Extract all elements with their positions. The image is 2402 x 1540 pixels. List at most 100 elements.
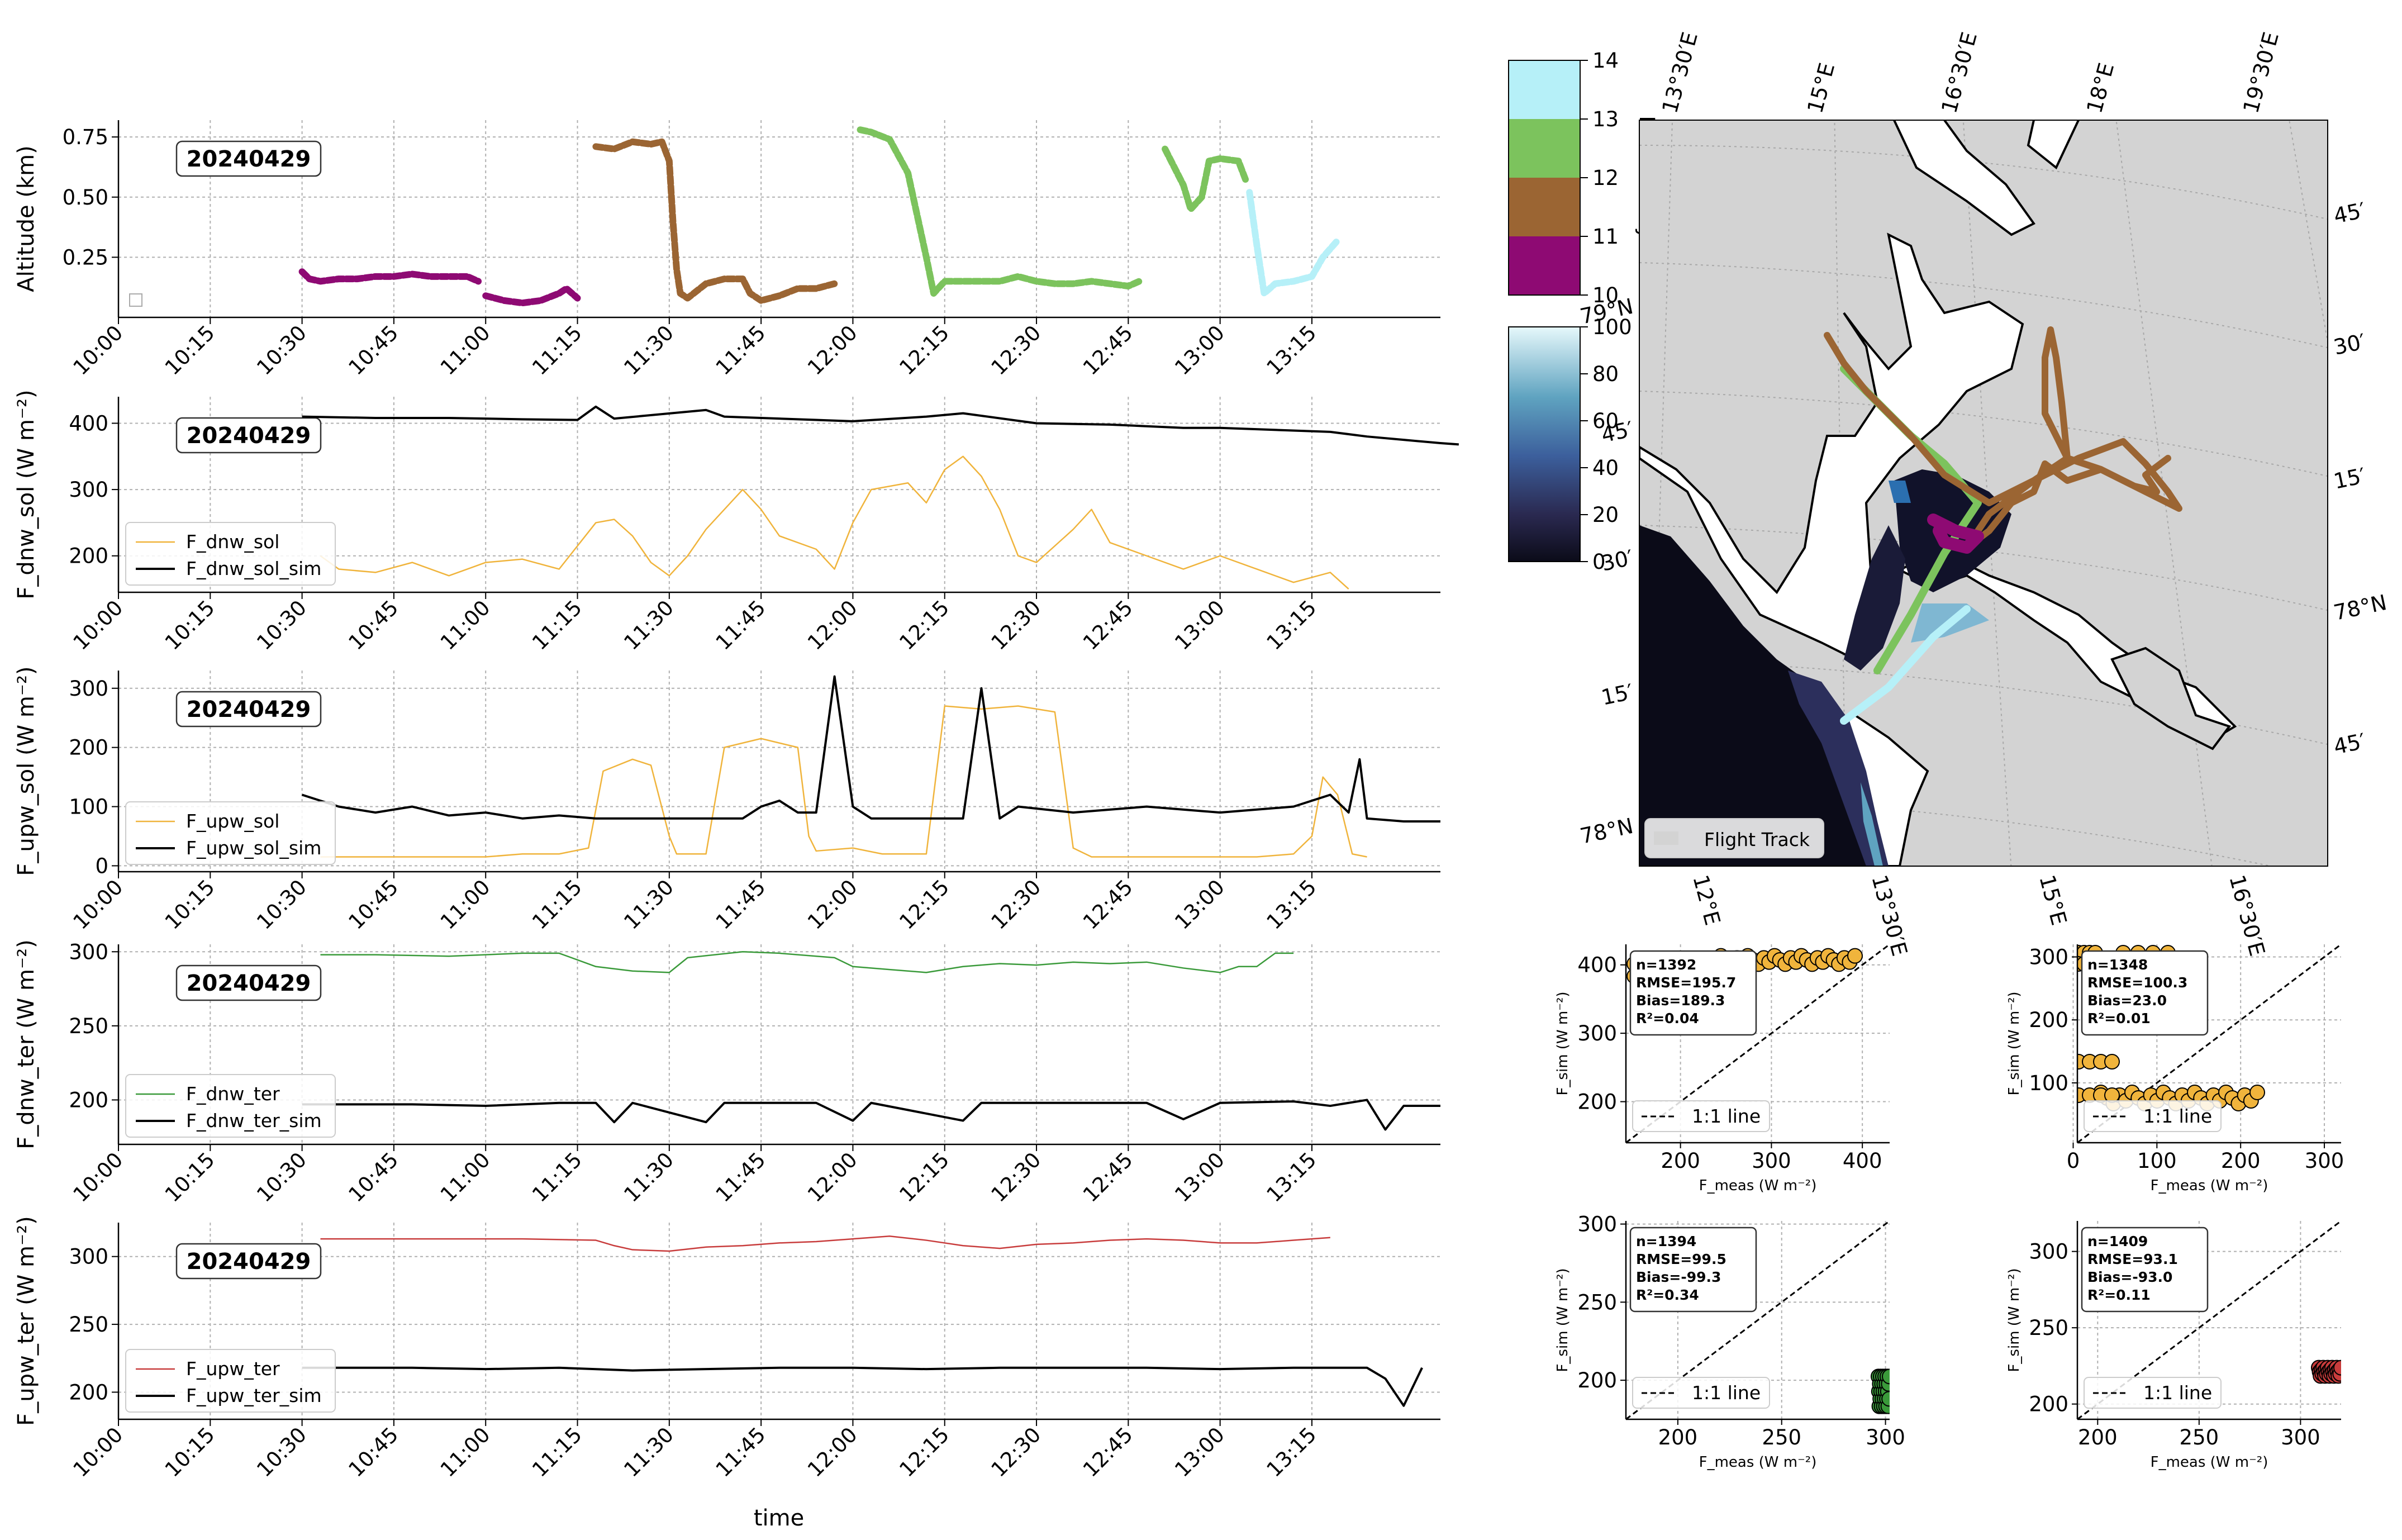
y-tick-label: 300 xyxy=(69,940,108,964)
x-tick-label: 12:30 xyxy=(987,1423,1046,1482)
scatter-points xyxy=(2311,1360,2341,1384)
ice-cb-tick-label: 80 xyxy=(1592,362,1619,386)
x-tick-label: 12:45 xyxy=(1078,1148,1138,1207)
x-tick-label: 11:00 xyxy=(436,875,495,934)
altitude-segment xyxy=(592,138,838,304)
x-tick-label: 10:15 xyxy=(160,1423,220,1482)
x-tick-label: 10:15 xyxy=(160,321,220,380)
x-tick-label: 12:15 xyxy=(895,596,954,655)
y-axis-label: F_upw_sol (W m⁻²) xyxy=(13,666,39,876)
x-tick-label: 10:30 xyxy=(252,596,311,655)
legend: F_dnw_ter F_dnw_ter_sim xyxy=(125,1074,336,1138)
map-bottom-label: 15°E xyxy=(2034,872,2071,928)
x-tick-label: 13:15 xyxy=(1262,875,1321,934)
x-tick-label: 0 xyxy=(2067,1149,2080,1173)
legend: F_dnw_sol F_dnw_sol_sim xyxy=(125,522,336,586)
x-tick-label: 10:00 xyxy=(69,596,128,655)
one-to-one-label: 1:1 line xyxy=(2143,1382,2212,1404)
hour-10-swatch xyxy=(1509,236,1580,295)
y-tick-label: 300 xyxy=(2029,1240,2068,1264)
x-tick-label: 10:30 xyxy=(252,1148,311,1207)
x-tick-label: 13:15 xyxy=(1262,596,1321,655)
x-tick-label: 11:45 xyxy=(711,875,770,934)
y-tick-label: 200 xyxy=(1577,1090,1617,1114)
date-badge: 20240429 xyxy=(175,691,322,728)
scatter-point xyxy=(2249,1085,2265,1100)
x-tick-label: 10:30 xyxy=(252,875,311,934)
y-tick-label: 200 xyxy=(2029,1392,2068,1417)
stats-line: n=1392 xyxy=(1636,957,1696,973)
x-tick-label: 12:45 xyxy=(1078,875,1138,934)
map-right-label: 45′ xyxy=(2332,729,2368,759)
y-tick-label: 250 xyxy=(2029,1316,2068,1340)
stats-line: Bias=189.3 xyxy=(1636,992,1725,1009)
scatter-dnw-ter: 200 250 300 200 250 300 n=1394 RMSE=99.5 Bias=-9… xyxy=(1554,1213,1905,1471)
legend-label: F_upw_sol xyxy=(186,810,279,832)
ice-cb-tick-label: 60 xyxy=(1592,409,1619,433)
x-tick-label: 10:45 xyxy=(344,596,403,655)
map-legend: Flight Track xyxy=(1644,818,1824,858)
scatter-point xyxy=(2104,1054,2120,1070)
map-right-label: 15′ xyxy=(2332,463,2368,494)
x-tick-label: 12:15 xyxy=(895,875,954,934)
map-right-label: 30′ xyxy=(2332,329,2368,360)
altitude-segment xyxy=(482,285,581,307)
y-tick-label: 0.25 xyxy=(63,245,108,269)
x-tick-label: 10:45 xyxy=(344,1423,403,1482)
map-top-label: 13°30′E xyxy=(1657,30,1702,116)
scatter-point xyxy=(1882,1368,1890,1385)
hour-11-swatch xyxy=(1509,178,1580,236)
x-tick-label: 11:30 xyxy=(619,596,678,655)
x-tick-label: 11:45 xyxy=(711,321,770,380)
legend-label: F_upw_ter xyxy=(186,1358,280,1380)
y-tick-label: 0.50 xyxy=(63,186,108,210)
date-label: 20240429 xyxy=(187,1249,311,1275)
legend-label: F_dnw_sol xyxy=(186,531,279,553)
y-tick-label: 0.75 xyxy=(63,125,108,149)
x-tick-label: 12:45 xyxy=(1078,1423,1138,1482)
hour-13-swatch xyxy=(1509,60,1580,119)
flight-map: 13°30′E 15°E 16°30′E 18°E 19°30′E 45′ 30′ 15′ 78… xyxy=(1578,30,2389,959)
map-top-label: 18°E xyxy=(2082,60,2119,116)
x-tick-label: 250 xyxy=(1762,1425,1801,1449)
x-tick-label: 11:00 xyxy=(436,1423,495,1482)
y-axis-label: F_sim (W m⁻²) xyxy=(2006,1268,2023,1372)
x-tick-label: 250 xyxy=(2180,1425,2219,1449)
x-tick-label: 200 xyxy=(1658,1425,1698,1449)
y-tick-label: 400 xyxy=(69,411,108,435)
one-to-one-legend: 1:1 line xyxy=(2084,1377,2222,1409)
x-tick-label: 12:30 xyxy=(987,875,1046,934)
y-tick-label: 300 xyxy=(1577,1213,1617,1237)
x-tick-label: 13:00 xyxy=(1170,1148,1229,1207)
y-axis-label: F_dnw_sol (W m⁻²) xyxy=(13,389,39,599)
track-hour11 xyxy=(1824,326,2182,551)
x-tick-label: 11:30 xyxy=(619,1423,678,1482)
x-tick-label: 11:30 xyxy=(619,1148,678,1207)
x-tick-label: 12:15 xyxy=(895,1148,954,1207)
map-left-label: 15′ xyxy=(1599,679,1635,710)
x-tick-label: 400 xyxy=(1843,1149,1882,1173)
sea-ice xyxy=(1639,469,2011,866)
date-badge: 20240429 xyxy=(175,964,322,1001)
x-tick-label: 10:45 xyxy=(344,1148,403,1207)
map-bottom-label: 16°30′E xyxy=(2224,872,2270,959)
date-label: 20240429 xyxy=(187,697,311,723)
x-tick-label: 11:00 xyxy=(436,321,495,380)
stats-line: RMSE=93.1 xyxy=(2087,1251,2178,1267)
x-tick-label: 10:45 xyxy=(344,875,403,934)
x-tick-label: 11:15 xyxy=(527,1148,587,1207)
altitude-segment xyxy=(298,268,482,285)
series-F_upw_ter xyxy=(320,1235,1330,1252)
series-F_upw_sol xyxy=(320,705,1367,858)
y-axis-label: F_upw_ter (W m⁻²) xyxy=(13,1216,39,1426)
series-F_upw_ter_sim xyxy=(302,1366,1423,1407)
y-tick-label: 300 xyxy=(2029,945,2068,969)
x-tick-label: 13:15 xyxy=(1262,1148,1321,1207)
hour-cb-tick-label: 13 xyxy=(1592,107,1619,131)
panel-F_upw_sol: 0 100 200 300 10:00 10:15 10:30 10:45 11:00 11:15… xyxy=(13,666,1440,934)
y-tick-label: 400 xyxy=(1577,953,1617,977)
one-to-one-legend: 1:1 line xyxy=(1632,1100,1770,1132)
panel-F_upw_ter: 200 250 300 10:00 10:15 10:30 10:45 11:00 11:15 1… xyxy=(13,1216,1440,1482)
